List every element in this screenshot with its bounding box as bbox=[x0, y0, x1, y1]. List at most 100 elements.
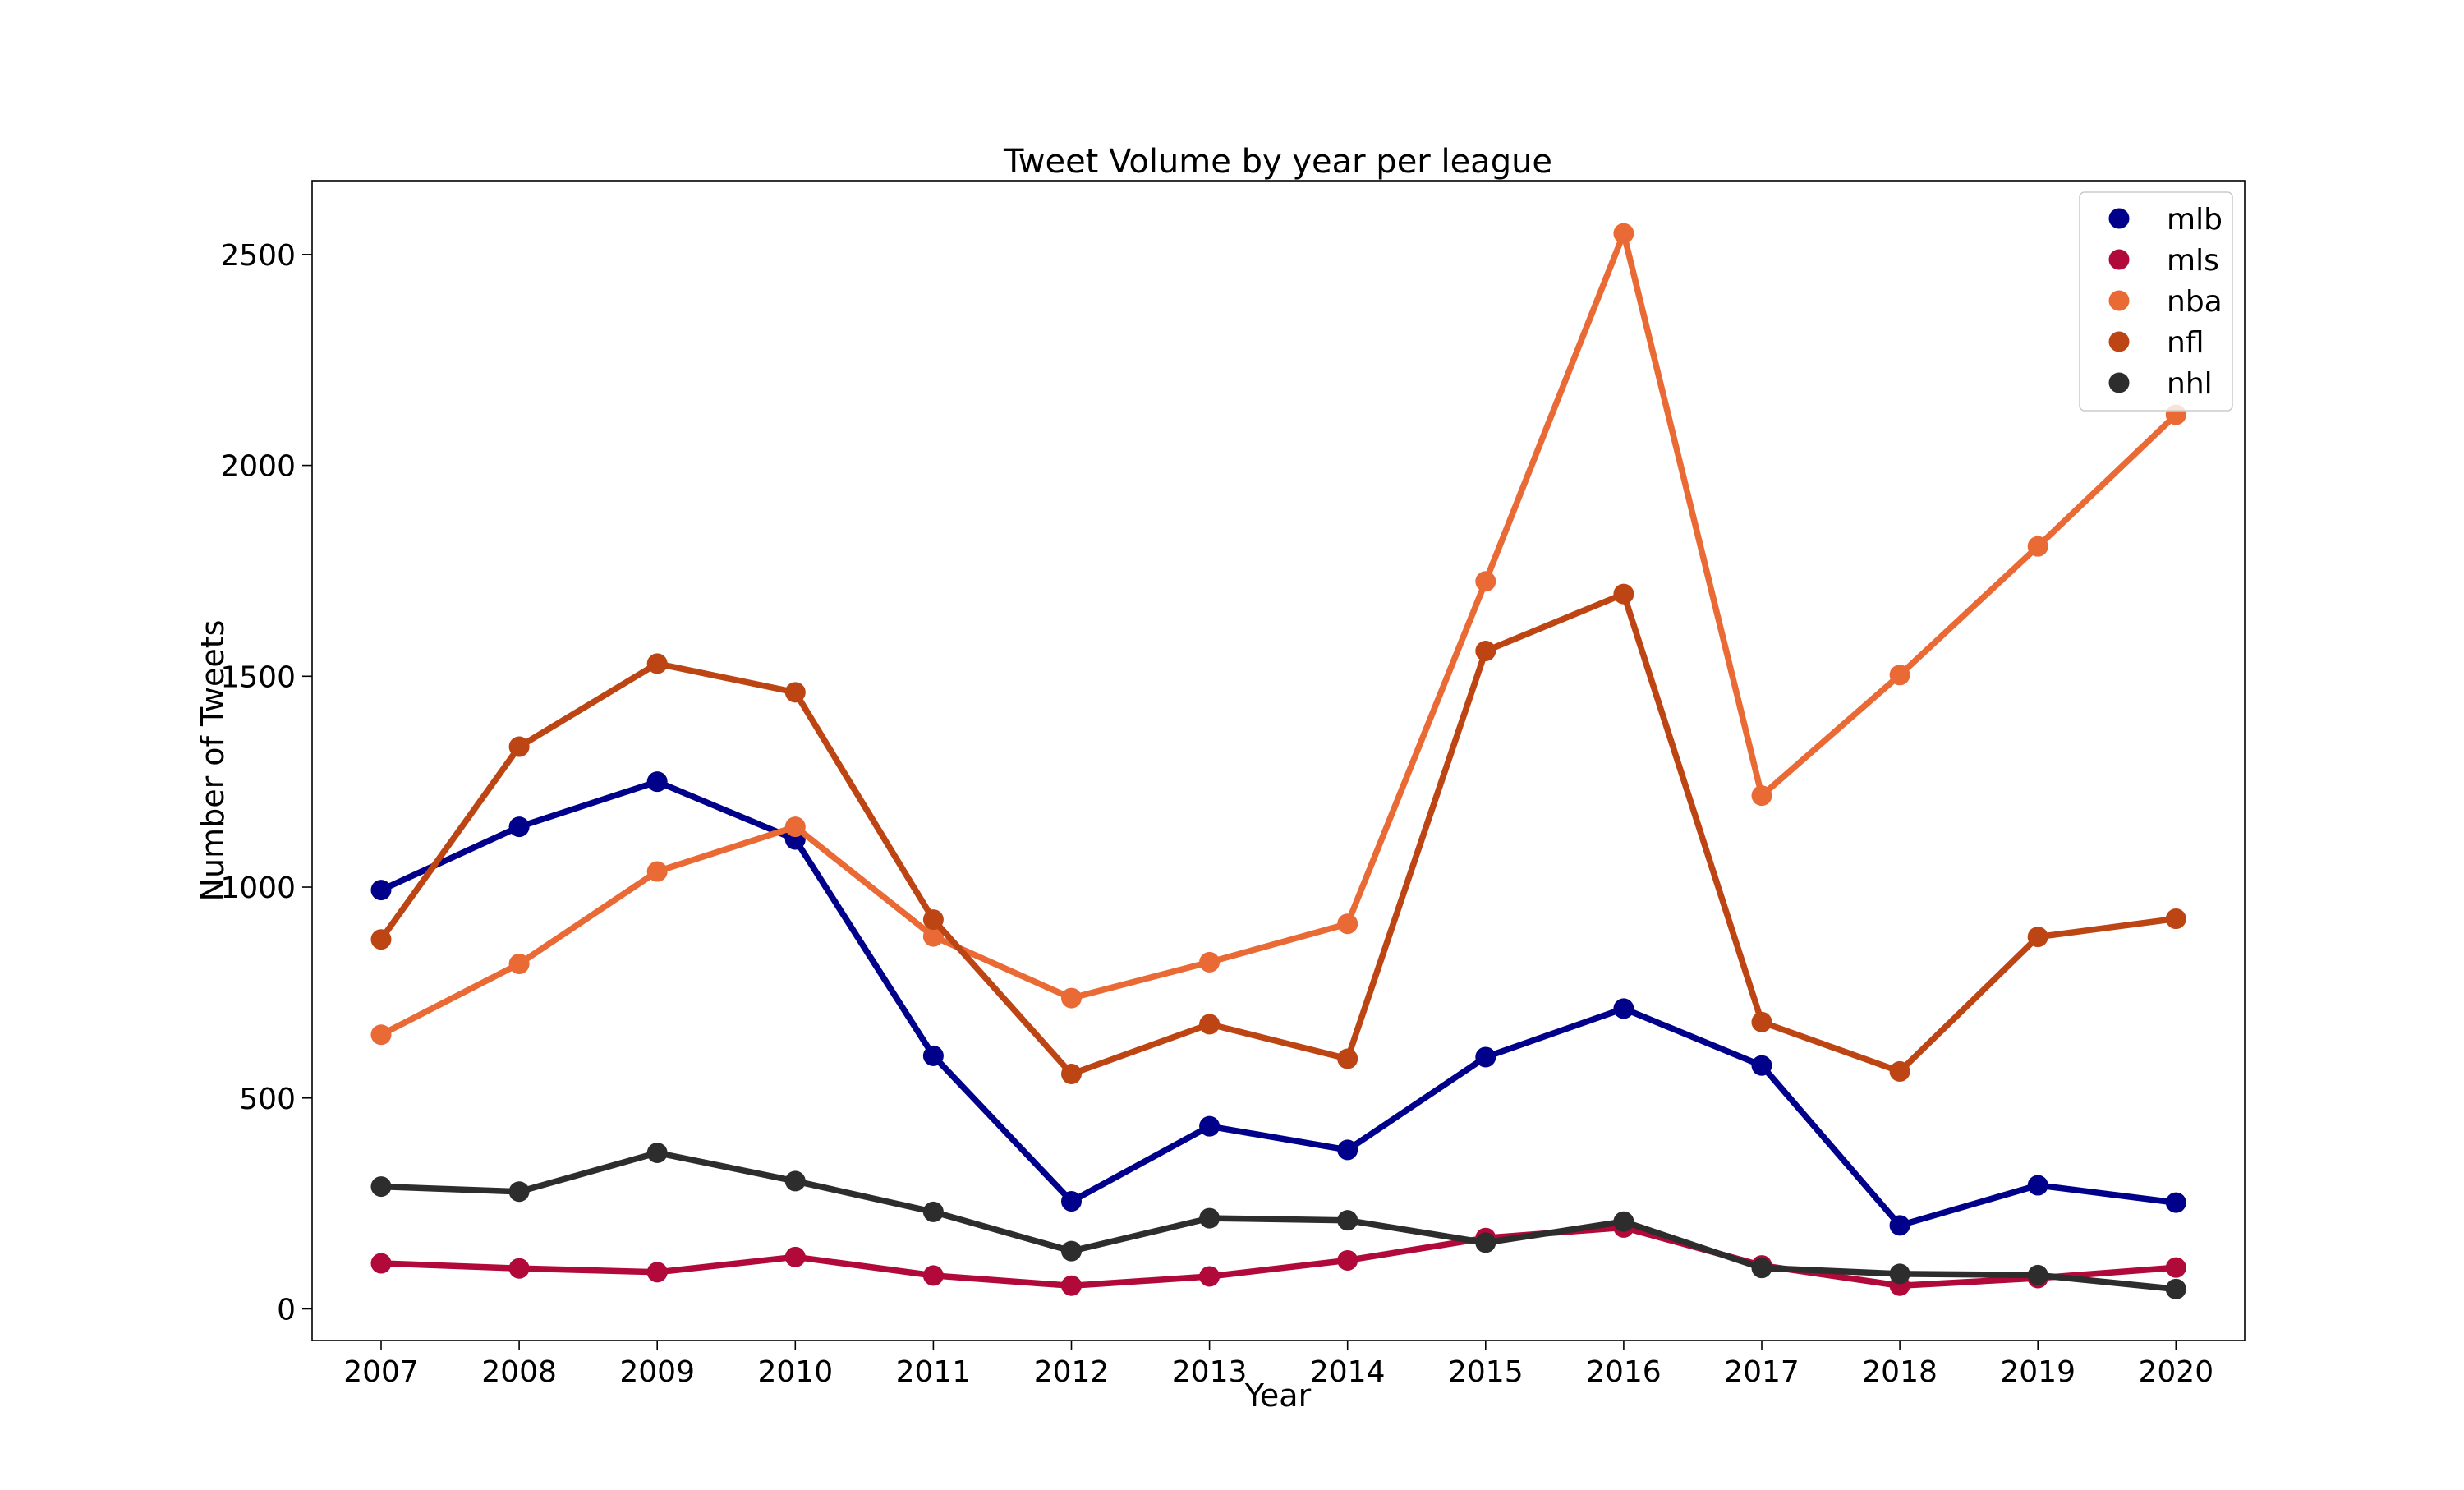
data-point-mlb bbox=[508, 816, 530, 838]
x-tick-label: 2020 bbox=[2138, 1355, 2213, 1389]
data-point-nba bbox=[1061, 987, 1082, 1009]
data-point-mlb bbox=[1613, 998, 1634, 1019]
y-tick-label: 1500 bbox=[220, 660, 296, 694]
data-point-nfl bbox=[370, 929, 392, 950]
data-point-nfl bbox=[1337, 1048, 1358, 1069]
data-point-mlb bbox=[2165, 1192, 2186, 1213]
series-nfl bbox=[370, 583, 2186, 1084]
y-axis-label: Number of Tweets bbox=[195, 620, 231, 902]
data-point-nfl bbox=[1613, 583, 1634, 605]
data-point-mlb bbox=[1199, 1115, 1221, 1137]
x-tick-label: 2019 bbox=[2000, 1355, 2076, 1389]
data-point-nba bbox=[1475, 571, 1496, 592]
data-point-nfl bbox=[922, 909, 944, 931]
data-point-mlb bbox=[1475, 1046, 1496, 1068]
data-point-nfl bbox=[1475, 641, 1496, 662]
data-point-mlb bbox=[1751, 1055, 1772, 1076]
series-line-nhl bbox=[378, 1149, 2180, 1293]
x-tick-label: 2017 bbox=[1724, 1355, 1800, 1389]
data-point-nba bbox=[1613, 223, 1634, 244]
legend-marker-nhl bbox=[2108, 372, 2130, 393]
data-point-mls bbox=[784, 1246, 806, 1267]
x-tick-label: 2016 bbox=[1586, 1355, 1662, 1389]
legend-label-nba: nba bbox=[2167, 285, 2223, 319]
legend-label-nhl: nhl bbox=[2167, 367, 2213, 401]
data-point-nhl bbox=[1475, 1232, 1496, 1253]
legend-marker-mlb bbox=[2108, 208, 2130, 229]
data-point-nba bbox=[1889, 665, 1910, 686]
legend-label-mlb: mlb bbox=[2167, 203, 2223, 237]
data-point-nhl bbox=[784, 1170, 806, 1192]
data-point-nhl bbox=[1889, 1263, 1910, 1285]
x-axis-label: Year bbox=[1244, 1377, 1312, 1414]
x-tick-label: 2007 bbox=[343, 1355, 419, 1389]
data-point-mlb bbox=[1061, 1191, 1082, 1212]
data-point-nhl bbox=[646, 1143, 668, 1164]
data-point-nhl bbox=[508, 1181, 530, 1203]
x-tick-label: 2013 bbox=[1172, 1355, 1248, 1389]
x-tick-label: 2014 bbox=[1310, 1355, 1386, 1389]
x-tick-label: 2011 bbox=[896, 1355, 972, 1389]
data-point-nfl bbox=[2165, 908, 2186, 930]
data-point-mlb bbox=[922, 1045, 944, 1066]
legend-marker-mls bbox=[2108, 249, 2130, 270]
data-point-nba bbox=[1751, 785, 1772, 807]
data-point-mls bbox=[646, 1262, 668, 1283]
data-point-nhl bbox=[370, 1176, 392, 1198]
data-point-nfl bbox=[784, 682, 806, 703]
data-point-nba bbox=[1337, 913, 1358, 935]
y-tick-label: 2500 bbox=[220, 239, 296, 273]
data-point-nhl bbox=[2165, 1278, 2186, 1299]
x-axis: 2007 2008 2009 2010 2011 2012 2013 2014 2015 2016… bbox=[343, 1341, 2213, 1389]
data-point-nhl bbox=[1751, 1258, 1772, 1279]
data-point-nba bbox=[370, 1024, 392, 1046]
series-layer bbox=[370, 223, 2186, 1299]
data-point-nfl bbox=[1751, 1011, 1772, 1032]
data-point-mls bbox=[1337, 1249, 1358, 1271]
data-point-nhl bbox=[2027, 1264, 2048, 1285]
data-point-nhl bbox=[1613, 1211, 1634, 1232]
data-point-nfl bbox=[1061, 1063, 1082, 1084]
data-point-nhl bbox=[1199, 1207, 1221, 1229]
legend: mlb mls nba nfl nhl bbox=[2079, 191, 2233, 412]
data-point-nba bbox=[646, 861, 668, 882]
x-tick-label: 2008 bbox=[481, 1355, 557, 1389]
data-point-nba bbox=[1199, 951, 1221, 973]
chart-title: Tweet Volume by year per league bbox=[1003, 143, 1552, 181]
y-axis: 0 500 1000 1500 2000 2500 bbox=[220, 239, 312, 1327]
data-point-nba bbox=[508, 953, 530, 974]
legend-label-mls: mls bbox=[2167, 244, 2219, 278]
plot-area bbox=[311, 180, 2246, 1341]
series-nhl bbox=[370, 1143, 2186, 1299]
data-point-mls bbox=[1199, 1266, 1221, 1287]
x-tick-label: 2010 bbox=[757, 1355, 833, 1389]
data-point-mlb bbox=[370, 880, 392, 901]
x-tick-label: 2012 bbox=[1034, 1355, 1110, 1389]
series-mlb bbox=[370, 771, 2186, 1236]
data-point-mls bbox=[1061, 1275, 1082, 1296]
series-line-nba bbox=[378, 230, 2180, 1038]
series-line-mls bbox=[378, 1224, 2180, 1290]
data-point-mlb bbox=[1337, 1139, 1358, 1161]
y-tick-label: 500 bbox=[239, 1083, 296, 1116]
data-point-nfl bbox=[646, 653, 668, 674]
data-point-mlb bbox=[1889, 1215, 1910, 1236]
data-point-nba bbox=[784, 816, 806, 838]
legend-label-nfl: nfl bbox=[2167, 326, 2204, 360]
x-tick-label: 2015 bbox=[1448, 1355, 1524, 1389]
data-point-nfl bbox=[1199, 1014, 1221, 1035]
y-tick-label: 1000 bbox=[220, 871, 296, 905]
legend-marker-nba bbox=[2108, 290, 2130, 311]
data-point-mlb bbox=[2027, 1175, 2048, 1196]
data-point-mlb bbox=[646, 771, 668, 793]
data-point-nfl bbox=[1889, 1060, 1910, 1082]
legend-marker-nfl bbox=[2108, 331, 2130, 352]
data-point-nba bbox=[2027, 536, 2048, 557]
data-point-nhl bbox=[922, 1201, 944, 1222]
legend-box bbox=[2079, 191, 2233, 412]
x-tick-label: 2018 bbox=[1862, 1355, 1938, 1389]
data-point-nhl bbox=[1337, 1210, 1358, 1231]
series-line-nfl bbox=[378, 591, 2180, 1078]
